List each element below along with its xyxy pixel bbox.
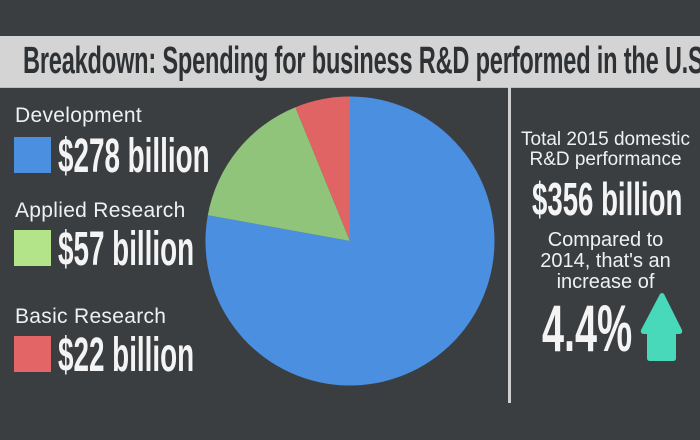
divider <box>508 87 511 403</box>
legend-value-basic-research: $22 billion <box>58 329 195 382</box>
increase-percent: 4.4% <box>542 291 633 365</box>
pie-slice-applied-research <box>207 107 350 241</box>
legend-swatch-applied-research <box>14 230 51 266</box>
legend-label-applied-research: Applied Research <box>15 199 186 222</box>
legend-swatch-development <box>14 137 51 173</box>
pie-slice-development <box>205 96 495 386</box>
total-label-line1: Total 2015 domestic <box>521 129 690 150</box>
legend-value-development: $278 billion <box>58 130 210 183</box>
compare-line1: Compared to <box>547 229 664 251</box>
title-bar: Breakdown: Spending for business R&D per… <box>0 36 700 88</box>
total-label-line2: R&D performance <box>529 149 682 170</box>
legend-label-basic-research: Basic Research <box>15 305 167 328</box>
up-arrow-icon <box>640 293 683 361</box>
compare-line3: increase of <box>556 271 655 293</box>
compare-line2: 2014, that's an <box>540 250 671 272</box>
pie-slice-basic-research <box>295 96 350 241</box>
legend-value-applied-research: $57 billion <box>58 223 195 276</box>
chart-title: Breakdown: Spending for business R&D per… <box>23 40 700 82</box>
total-value: $356 billion <box>532 173 683 225</box>
legend-label-development: Development <box>15 104 143 127</box>
legend-swatch-basic-research <box>14 336 51 372</box>
